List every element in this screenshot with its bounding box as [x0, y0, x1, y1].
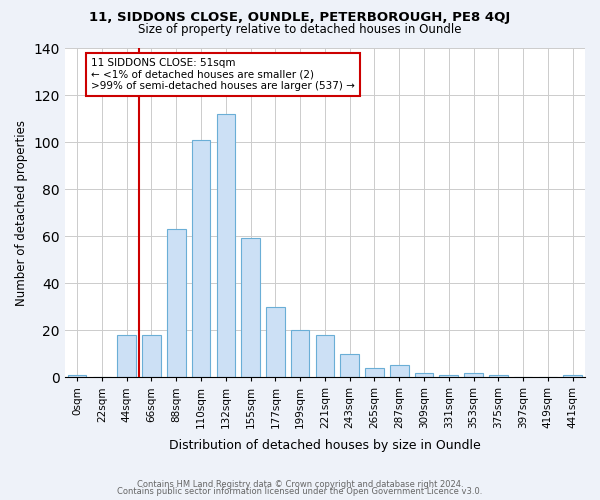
Bar — [316, 335, 334, 377]
Text: 11 SIDDONS CLOSE: 51sqm
← <1% of detached houses are smaller (2)
>99% of semi-de: 11 SIDDONS CLOSE: 51sqm ← <1% of detache… — [91, 58, 355, 91]
Bar — [464, 372, 483, 377]
Text: 11, SIDDONS CLOSE, OUNDLE, PETERBOROUGH, PE8 4QJ: 11, SIDDONS CLOSE, OUNDLE, PETERBOROUGH,… — [89, 11, 511, 24]
Bar — [217, 114, 235, 377]
Bar — [241, 238, 260, 377]
Y-axis label: Number of detached properties: Number of detached properties — [15, 120, 28, 306]
Bar — [365, 368, 384, 377]
Bar — [489, 375, 508, 377]
Bar — [142, 335, 161, 377]
Bar — [266, 306, 284, 377]
Bar — [415, 372, 433, 377]
Text: Contains public sector information licensed under the Open Government Licence v3: Contains public sector information licen… — [118, 488, 482, 496]
Text: Size of property relative to detached houses in Oundle: Size of property relative to detached ho… — [138, 22, 462, 36]
X-axis label: Distribution of detached houses by size in Oundle: Distribution of detached houses by size … — [169, 440, 481, 452]
Bar — [167, 229, 185, 377]
Bar — [390, 366, 409, 377]
Bar — [118, 335, 136, 377]
Text: Contains HM Land Registry data © Crown copyright and database right 2024.: Contains HM Land Registry data © Crown c… — [137, 480, 463, 489]
Bar — [192, 140, 211, 377]
Bar — [340, 354, 359, 377]
Bar — [68, 375, 86, 377]
Bar — [439, 375, 458, 377]
Bar — [291, 330, 310, 377]
Bar — [563, 375, 582, 377]
